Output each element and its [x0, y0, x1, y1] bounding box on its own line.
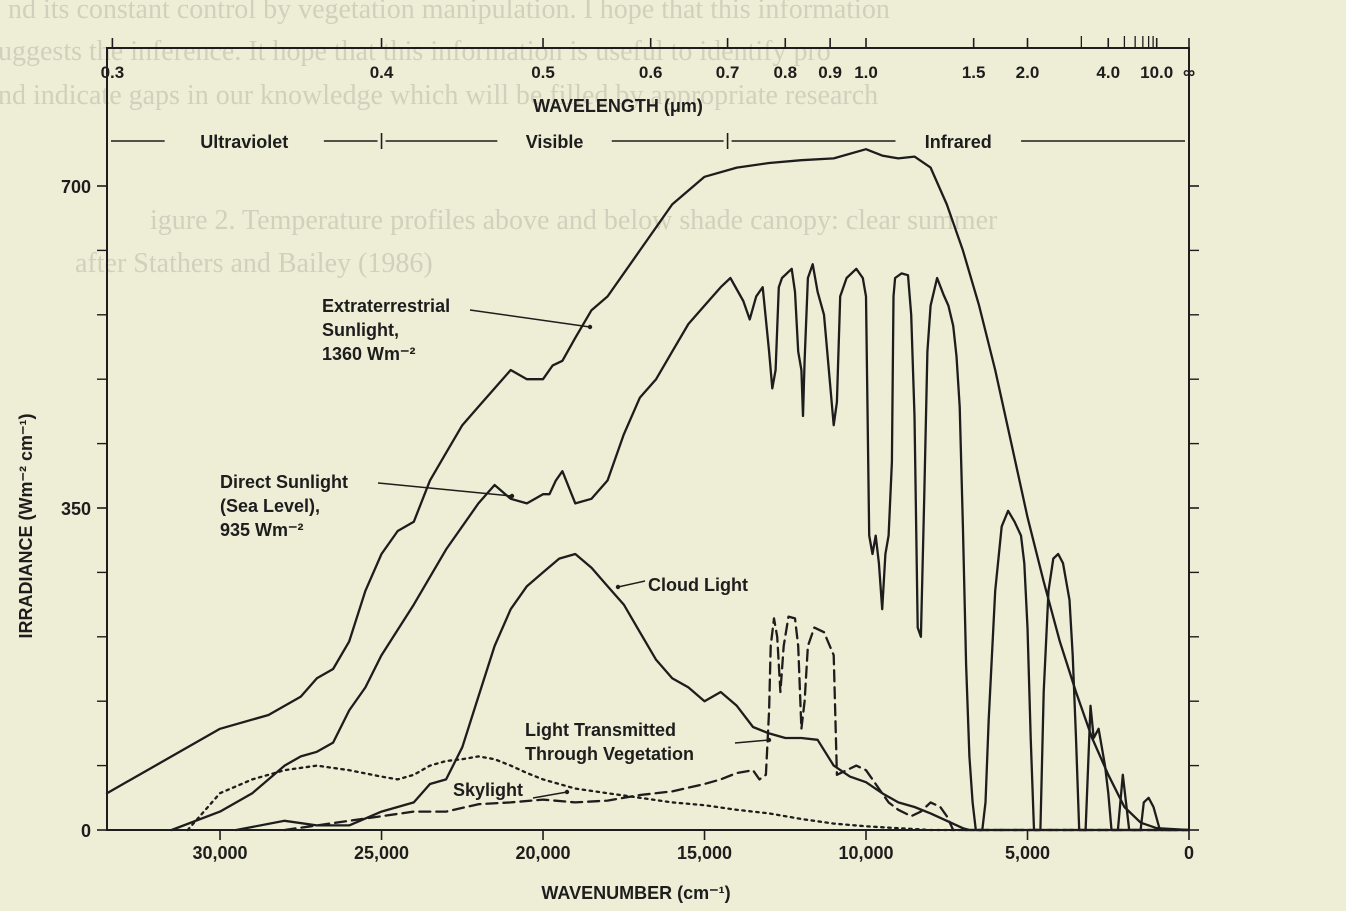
annotation-label: Cloud Light [648, 575, 748, 595]
x-axis-tick-label: 30,000 [193, 843, 248, 863]
plot-frame [106, 47, 1190, 831]
annotation-leader-tip [564, 789, 570, 795]
series-line-4 [283, 615, 1191, 832]
x-axis-tick-label: 15,000 [677, 843, 732, 863]
top-axis-tick-label: 10.0 [1140, 63, 1173, 82]
series-line-1 [105, 148, 1191, 832]
y-axis-tick-label: 350 [61, 499, 91, 519]
top-axis-tick-label: 0.6 [639, 63, 663, 82]
x-axis-tick-label: 5,000 [1005, 843, 1050, 863]
annotation-leader-tip [509, 493, 515, 499]
annotation-leader-tip [587, 324, 593, 330]
annotation-leader [734, 739, 770, 744]
y-axis-tick-label: 0 [81, 821, 91, 841]
series-line-5 [186, 755, 1191, 832]
y-axis-tick-label: 700 [61, 177, 91, 197]
annotation-label: Through Vegetation [525, 744, 694, 764]
annotation-leader [469, 309, 591, 328]
x-axis-title: WAVENUMBER (cm⁻¹) [541, 883, 730, 903]
annotation-leader [532, 791, 568, 799]
top-axis-tick-label: ∞ [1183, 63, 1195, 82]
top-axis-tick-label: 2.0 [1016, 63, 1040, 82]
annotation-label: Skylight [453, 780, 523, 800]
region-label: Ultraviolet [200, 132, 288, 152]
annotation-leader-tip [615, 584, 621, 590]
x-axis-tick-label: 0 [1184, 843, 1194, 863]
x-axis-tick-label: 20,000 [515, 843, 570, 863]
x-axis-tick-label: 10,000 [838, 843, 893, 863]
annotation-label: 935 Wm⁻² [220, 520, 304, 540]
top-axis-tick-label: 1.0 [854, 63, 878, 82]
top-axis-tick-label: 0.7 [716, 63, 740, 82]
y-axis-title: IRRADIANCE (Wm⁻² cm⁻¹) [16, 414, 36, 639]
top-axis-tick-label: 4.0 [1096, 63, 1120, 82]
annotation-label: (Sea Level), [220, 496, 320, 516]
top-axis-tick-label: 0.8 [773, 63, 797, 82]
top-axis-tick-label: 0.9 [818, 63, 842, 82]
region-label: Infrared [925, 132, 992, 152]
annotation-label: Sunlight, [322, 320, 399, 340]
annotation-leader [377, 482, 513, 497]
series-line-2 [170, 263, 1191, 832]
top-axis-tick-label: 0.4 [370, 63, 394, 82]
top-axis-tick-label: 1.5 [962, 63, 986, 82]
region-label: Visible [526, 132, 584, 152]
top-axis-title: WAVELENGTH (μm) [533, 96, 703, 116]
top-axis-tick-label: 0.3 [101, 63, 125, 82]
x-axis-tick-label: 25,000 [354, 843, 409, 863]
top-axis-tick-label: 0.5 [531, 63, 555, 82]
annotation-leader-tip [766, 737, 772, 743]
annotation-leader [617, 580, 646, 588]
series-line-3 [235, 552, 1191, 832]
annotation-label: Light Transmitted [525, 720, 676, 740]
annotation-label: Extraterrestrial [322, 296, 450, 316]
annotation-label: Direct Sunlight [220, 472, 348, 492]
annotation-label: 1360 Wm⁻² [322, 344, 416, 364]
